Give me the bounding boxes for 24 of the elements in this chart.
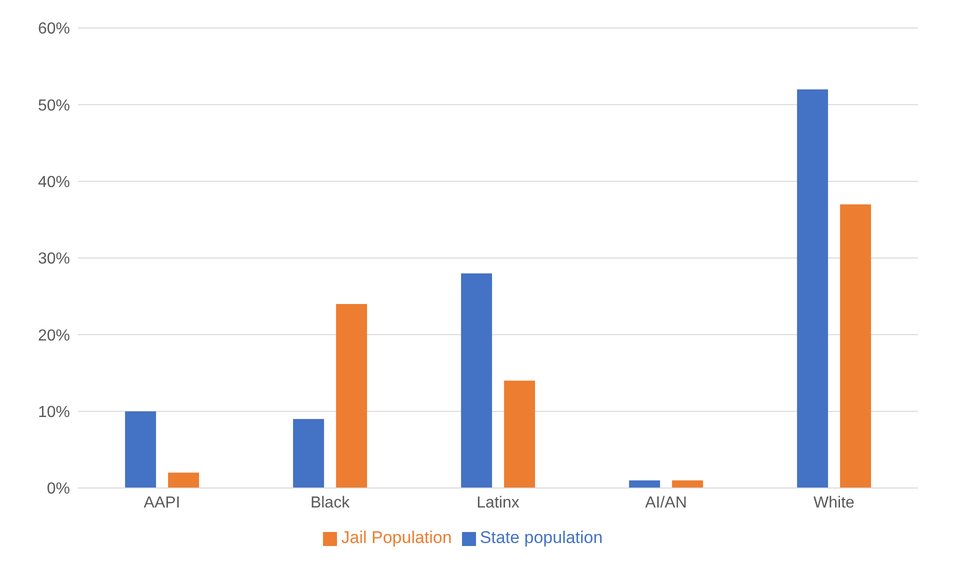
y-tick-label: 60% bbox=[38, 20, 70, 38]
y-tick-label: 10% bbox=[38, 404, 70, 422]
x-tick-label: Black bbox=[310, 494, 351, 512]
x-tick-label: White bbox=[814, 494, 855, 512]
x-tick-label: AAPI bbox=[144, 494, 180, 512]
bar bbox=[336, 304, 368, 488]
bar bbox=[797, 89, 828, 488]
bar bbox=[672, 480, 704, 488]
bar bbox=[504, 380, 536, 488]
y-tick-label: 20% bbox=[38, 327, 70, 344]
bar bbox=[629, 480, 660, 488]
bar bbox=[168, 472, 200, 488]
bar bbox=[125, 411, 156, 488]
y-tick-label: 50% bbox=[38, 97, 70, 114]
legend-label: State population bbox=[480, 528, 603, 547]
x-tick-label: Latinx bbox=[476, 494, 520, 512]
bar bbox=[840, 204, 872, 488]
bar bbox=[461, 273, 492, 488]
bar bbox=[293, 419, 324, 488]
x-tick-label: AI/AN bbox=[645, 494, 687, 512]
y-tick-label: 30% bbox=[38, 250, 70, 268]
legend-label: Jail Population bbox=[341, 528, 452, 547]
y-tick-label: 40% bbox=[38, 174, 70, 192]
y-tick-label: 0% bbox=[46, 480, 70, 498]
